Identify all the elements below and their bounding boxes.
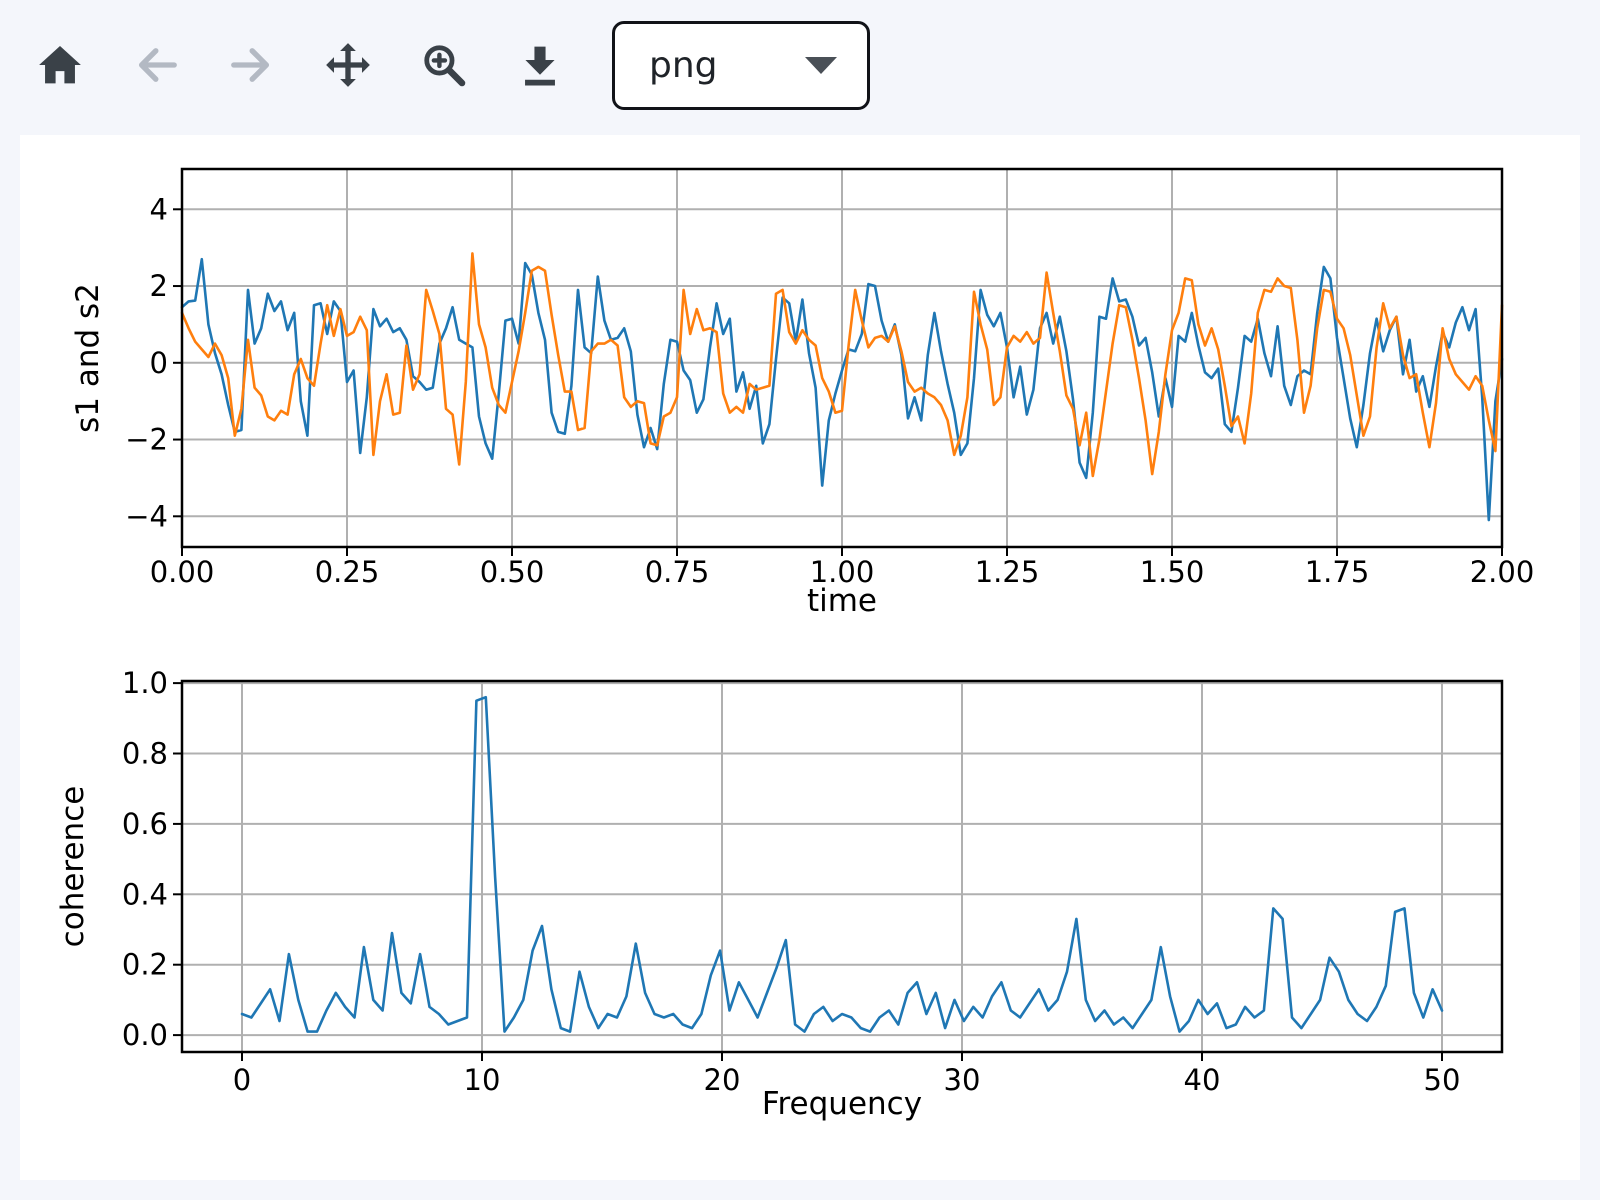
zoom-in-icon <box>424 45 466 87</box>
svg-text:50: 50 <box>1424 1063 1461 1097</box>
svg-text:0.8: 0.8 <box>122 737 168 771</box>
arrow-left-icon <box>138 48 177 82</box>
home-button[interactable] <box>36 41 84 89</box>
x-axis-label: time <box>807 583 877 619</box>
y-axis-label: coherence <box>55 786 91 948</box>
gridlines <box>181 169 1503 547</box>
svg-text:1.50: 1.50 <box>1140 555 1205 589</box>
svg-text:0.00: 0.00 <box>150 555 215 589</box>
back-button[interactable] <box>132 41 180 89</box>
y-axis-label: s1 and s2 <box>70 283 106 433</box>
svg-text:0: 0 <box>233 1063 251 1097</box>
svg-text:1.00: 1.00 <box>810 555 875 589</box>
svg-text:1.25: 1.25 <box>975 555 1040 589</box>
svg-text:2.00: 2.00 <box>1470 555 1535 589</box>
gridlines <box>182 681 1502 1052</box>
svg-text:1.0: 1.0 <box>122 666 168 700</box>
figure-canvas[interactable]: 0.00 0.25 0.50 0.75 1.00 1.25 1.50 1.75 2.00−4−2… <box>20 135 1580 1180</box>
axes-coherence[interactable]: 0 10 20 30 40 50 0.0 0.2 0.4 0.6 0.8 1.0 Frequency co… <box>55 666 1504 1122</box>
s1-line <box>180 257 1504 522</box>
pan-button[interactable] <box>324 41 372 89</box>
s2-line <box>180 252 1504 478</box>
svg-text:20: 20 <box>704 1063 741 1097</box>
arrow-right-icon <box>231 48 270 82</box>
svg-text:4: 4 <box>150 192 168 226</box>
svg-text:0.50: 0.50 <box>480 555 545 589</box>
zoom-button[interactable] <box>420 41 468 89</box>
download-icon <box>525 46 555 86</box>
format-select[interactable]: png <box>612 20 870 110</box>
plot-toolbar: png <box>0 0 1600 130</box>
svg-text:1.75: 1.75 <box>1305 555 1370 589</box>
matplotlib-figure[interactable]: 0.00 0.25 0.50 0.75 1.00 1.25 1.50 1.75 2.00 −4 −2… <box>20 135 1580 1180</box>
svg-text:0.2: 0.2 <box>122 948 168 982</box>
svg-text:0.25: 0.25 <box>315 555 380 589</box>
format-select-value: png <box>649 44 718 86</box>
tick-marks <box>173 208 1503 556</box>
svg-text:30: 30 <box>944 1063 981 1097</box>
x-axis-label: Frequency <box>762 1086 922 1122</box>
axes-signals[interactable]: 0.00 0.25 0.50 0.75 1.00 1.25 1.50 1.75 2.00 −4 −2… <box>70 167 1534 619</box>
svg-text:0.0: 0.0 <box>122 1018 168 1052</box>
forward-button[interactable] <box>228 41 276 89</box>
svg-text:0.4: 0.4 <box>122 877 168 911</box>
home-icon <box>39 46 81 84</box>
tick-marks <box>173 682 1443 1061</box>
svg-text:40: 40 <box>1184 1063 1221 1097</box>
svg-text:2: 2 <box>150 269 168 303</box>
axes-spines <box>180 679 1504 1054</box>
chevron-down-icon <box>805 56 837 74</box>
download-button[interactable] <box>516 41 564 89</box>
svg-text:0: 0 <box>150 346 168 380</box>
svg-text:−4: −4 <box>125 499 168 533</box>
coherence-line <box>240 695 1444 1033</box>
tick-labels: 0.00 0.25 0.50 0.75 1.00 1.25 1.50 1.75 2.00 −4 −2… <box>125 192 1534 589</box>
tick-labels: 0 10 20 30 40 50 0.0 0.2 0.4 0.6 0.8 1.0 <box>122 666 1461 1097</box>
svg-text:0.75: 0.75 <box>645 555 710 589</box>
move-arrows-icon <box>326 43 370 87</box>
svg-text:10: 10 <box>464 1063 501 1097</box>
svg-text:−2: −2 <box>125 423 168 457</box>
svg-text:0.6: 0.6 <box>122 807 168 841</box>
